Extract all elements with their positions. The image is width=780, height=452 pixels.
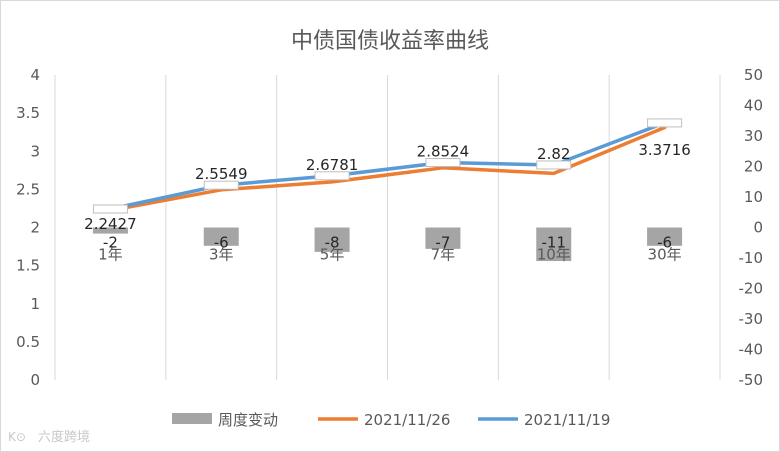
bar-data-label: -6	[657, 234, 672, 252]
bar-weekly-change	[92, 227, 128, 234]
watermark: K⊙ 六度跨境	[8, 429, 90, 445]
left-axis-tick-label: 2	[30, 219, 40, 237]
legend-label: 2021/11/26	[364, 411, 450, 429]
legend-swatch-bar	[172, 413, 212, 424]
right-axis-tick-label: -10	[739, 249, 764, 267]
line-data-label: 2.8524	[417, 143, 470, 161]
bar-weekly-change	[425, 227, 461, 249]
bar-data-label: -11	[542, 234, 567, 252]
category-label: 3年	[209, 246, 234, 264]
line-data-label-box	[203, 180, 239, 190]
line-data-label-box	[536, 160, 572, 170]
right-axis-tick-label: 40	[744, 97, 763, 115]
bar-data-label: -6	[214, 234, 229, 252]
category-label: 7年	[431, 246, 456, 264]
right-axis-tick-label: -30	[739, 310, 764, 328]
line-data-label-box	[314, 171, 350, 181]
right-axis-tick-label: -20	[739, 280, 764, 298]
label-layer: 1年 3年 5年 7年 10年 30年 -2 -6 -8 -7 -11 -6 2.2427 2.5549 2…	[84, 118, 691, 264]
legend-label: 2021/11/19	[524, 411, 610, 429]
left-axis-tick-label: 0	[30, 371, 40, 389]
right-axis-tick-label: 0	[753, 219, 763, 237]
line-data-label: 2.82	[537, 145, 570, 163]
series-line	[108, 125, 667, 213]
line-data-label-box	[425, 158, 461, 168]
category-label: 30年	[648, 246, 682, 264]
legend[interactable]: 周度变动 2021/11/26 2021/11/19	[172, 411, 610, 429]
right-axis-tick-label: 20	[744, 158, 763, 176]
line-layer	[108, 121, 667, 213]
line-data-label: 2.5549	[195, 165, 248, 183]
right-axis-tick-label: -50	[739, 371, 764, 389]
legend-label: 周度变动	[218, 411, 278, 429]
category-label: 10年	[537, 246, 571, 264]
left-axis-tick-label: 3	[30, 142, 40, 160]
bar-weekly-change	[536, 227, 572, 262]
series-line	[108, 121, 667, 211]
bar-weekly-change	[647, 227, 683, 246]
grid-layer	[54, 75, 721, 380]
line-data-label: 2.2427	[84, 215, 137, 233]
right-axis-tick-label: 30	[744, 127, 763, 145]
bar-data-label: -7	[435, 234, 450, 252]
left-axis-tick-label: 3.5	[16, 104, 40, 122]
line-data-label-box	[647, 118, 683, 128]
right-axis-tick-label: -40	[739, 341, 764, 359]
left-axis-tick-label: 4	[30, 66, 40, 84]
left-axis-tick-label: 1	[30, 295, 40, 313]
category-label: 5年	[320, 246, 345, 264]
chart-title: 中债国债收益率曲线	[291, 29, 489, 54]
right-axis-tick-label: 50	[744, 66, 763, 84]
left-axis-tick-label: 0.5	[16, 333, 40, 351]
bar-data-label: -2	[103, 234, 118, 252]
line-data-label-box	[92, 204, 128, 214]
axis-layer: 0 0.5 1 1.5 2 2.5 3 3.5 4 -50 -40 -30 -20 -10 0 10 20 30 4…	[16, 66, 763, 389]
bar-layer	[92, 227, 683, 262]
left-axis-tick-label: 1.5	[16, 257, 40, 275]
line-data-label: 2.6781	[306, 156, 359, 174]
right-axis-tick-label: 10	[744, 188, 763, 206]
bar-weekly-change	[203, 227, 239, 246]
left-axis-tick-label: 2.5	[16, 180, 40, 198]
watermark-text: 六度跨境	[38, 429, 90, 445]
line-data-label: 3.3716	[638, 141, 691, 159]
bar-weekly-change	[314, 227, 350, 252]
bar-data-label: -8	[325, 234, 340, 252]
watermark-logo-icon: K⊙	[8, 430, 26, 444]
category-label: 1年	[98, 246, 123, 264]
